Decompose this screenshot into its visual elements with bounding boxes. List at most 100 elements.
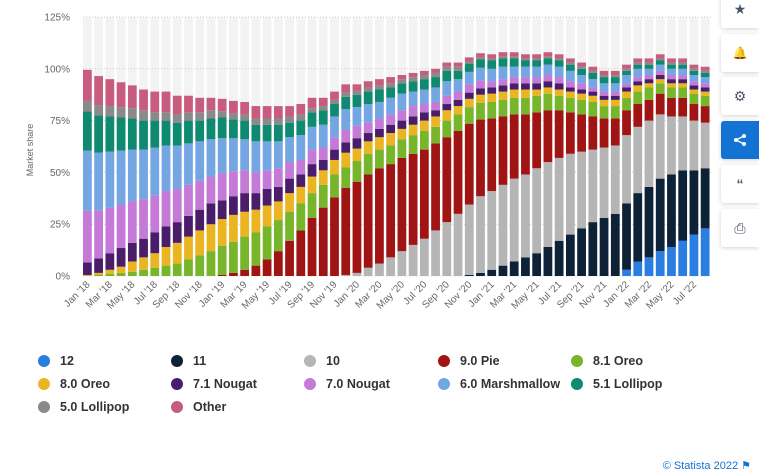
bar-segment[interactable] [554, 60, 564, 67]
bar-segment[interactable] [386, 257, 396, 276]
bar-segment[interactable] [554, 66, 564, 78]
bar-segment[interactable] [330, 99, 339, 105]
bar-segment[interactable] [150, 147, 160, 196]
bar-segment[interactable] [509, 114, 519, 179]
bar-segment[interactable] [273, 141, 283, 169]
bar-segment[interactable] [622, 91, 631, 98]
bar-segment[interactable] [307, 149, 317, 165]
bar-segment[interactable] [172, 95, 182, 115]
bar-segment[interactable] [408, 244, 418, 276]
bar-segment[interactable] [689, 85, 699, 90]
bar-segment[interactable] [577, 114, 586, 152]
bar-segment[interactable] [318, 170, 328, 185]
bar-segment[interactable] [397, 83, 407, 94]
bar-segment[interactable] [229, 119, 238, 139]
bar-segment[interactable] [655, 178, 665, 252]
bar-segment[interactable] [644, 75, 654, 80]
bar-segment[interactable] [543, 246, 553, 276]
bar-segment[interactable] [127, 118, 137, 150]
bar-segment[interactable] [419, 149, 429, 239]
bar-segment[interactable] [363, 153, 373, 175]
bar-segment[interactable] [240, 101, 250, 115]
bar-segment[interactable] [240, 139, 250, 171]
legend-item[interactable]: 12 [38, 352, 74, 370]
bar-segment[interactable] [453, 130, 463, 214]
bar-segment[interactable] [599, 91, 609, 96]
bar-segment[interactable] [240, 269, 250, 276]
bar-segment[interactable] [565, 62, 575, 65]
bar-segment[interactable] [431, 101, 440, 111]
bar-segment[interactable] [442, 137, 452, 223]
bar-segment[interactable] [622, 75, 631, 84]
bar-segment[interactable] [655, 93, 665, 115]
bar-segment[interactable] [655, 64, 665, 71]
bar-segment[interactable] [285, 193, 294, 212]
bar-segment[interactable] [251, 172, 261, 194]
bar-segment[interactable] [251, 265, 261, 276]
bar-segment[interactable] [83, 150, 92, 211]
bar-segment[interactable] [543, 162, 553, 247]
bar-segment[interactable] [577, 75, 586, 84]
bar-segment[interactable] [498, 52, 508, 57]
bar-segment[interactable] [667, 68, 676, 76]
bar-segment[interactable] [195, 255, 205, 276]
bar-segment[interactable] [195, 97, 205, 113]
bar-segment[interactable] [689, 68, 699, 71]
bar-segment[interactable] [431, 110, 440, 117]
bar-segment[interactable] [285, 116, 294, 123]
bar-segment[interactable] [678, 83, 688, 88]
bar-segment[interactable] [150, 112, 160, 121]
bar-segment[interactable] [588, 116, 598, 150]
bar-segment[interactable] [532, 60, 542, 67]
bar-segment[interactable] [633, 68, 643, 78]
bar-segment[interactable] [375, 118, 384, 129]
bar-segment[interactable] [655, 251, 665, 276]
bar-segment[interactable] [184, 236, 193, 260]
bar-segment[interactable] [262, 170, 272, 189]
bar-segment[interactable] [105, 79, 115, 107]
bar-segment[interactable] [521, 89, 530, 98]
bar-segment[interactable] [464, 57, 474, 62]
bar-segment[interactable] [689, 64, 699, 69]
bar-segment[interactable] [330, 197, 339, 276]
bar-segment[interactable] [217, 200, 227, 220]
bar-segment[interactable] [442, 95, 452, 105]
bar-segment[interactable] [240, 236, 250, 270]
bar-segment[interactable] [521, 58, 530, 61]
bar-segment[interactable] [262, 106, 272, 119]
bar-segment[interactable] [296, 230, 306, 276]
bar-segment[interactable] [622, 97, 631, 111]
bar-segment[interactable] [262, 118, 272, 125]
bar-segment[interactable] [476, 88, 485, 95]
bar-segment[interactable] [116, 248, 126, 267]
bar-segment[interactable] [487, 68, 497, 82]
bar-segment[interactable] [139, 110, 148, 121]
bar-segment[interactable] [599, 95, 609, 100]
bar-segment[interactable] [509, 97, 519, 115]
bar-segment[interactable] [296, 120, 306, 136]
bar-segment[interactable] [273, 124, 283, 142]
bar-segment[interactable] [565, 64, 575, 71]
bar-segment[interactable] [667, 246, 676, 276]
bar-segment[interactable] [487, 93, 497, 102]
bar-segment[interactable] [408, 72, 418, 78]
bar-segment[interactable] [610, 106, 620, 119]
bar-segment[interactable] [363, 141, 373, 154]
bar-segment[interactable] [229, 196, 238, 215]
bar-segment[interactable] [667, 75, 676, 80]
bar-segment[interactable] [307, 176, 317, 194]
bar-segment[interactable] [689, 104, 699, 121]
bar-segment[interactable] [273, 168, 283, 187]
bar-segment[interactable] [476, 59, 485, 68]
bar-segment[interactable] [476, 67, 485, 81]
bar-segment[interactable] [251, 141, 261, 173]
bar-segment[interactable] [521, 54, 530, 59]
bar-segment[interactable] [453, 213, 463, 276]
bar-segment[interactable] [532, 77, 542, 84]
legend-item[interactable]: 5.1 Lollipop [571, 375, 662, 393]
bar-segment[interactable] [588, 101, 598, 117]
bar-segment[interactable] [408, 124, 418, 136]
bar-segment[interactable] [307, 112, 317, 127]
bar-segment[interactable] [363, 91, 373, 105]
bar-segment[interactable] [161, 246, 171, 266]
